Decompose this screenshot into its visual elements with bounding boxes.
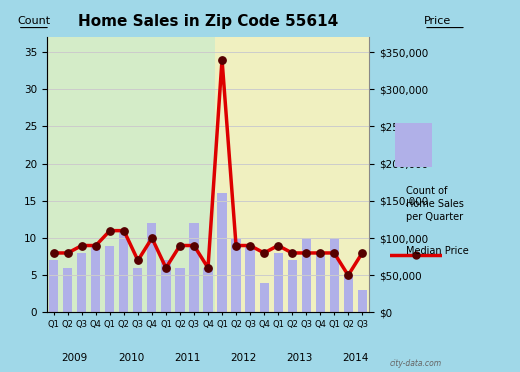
Point (77, 243, 86, 248)
Point (330, 250, 339, 256)
Text: 2011: 2011 (174, 353, 200, 363)
Bar (344, 275, 353, 312)
Text: Median Price: Median Price (406, 246, 469, 256)
Text: 2012: 2012 (230, 353, 256, 363)
Point (316, 250, 324, 256)
Point (232, 243, 240, 248)
Bar (119, 231, 128, 312)
Bar (189, 223, 199, 312)
Bar (47, 37, 215, 312)
Bar (288, 260, 296, 312)
Point (49, 250, 58, 256)
Point (92, 243, 100, 248)
Bar (330, 238, 339, 312)
Bar (203, 268, 213, 312)
Title: Home Sales in Zip Code 55614: Home Sales in Zip Code 55614 (78, 14, 338, 29)
Point (63, 250, 72, 256)
Point (162, 265, 170, 271)
Bar (63, 268, 72, 312)
Point (260, 250, 268, 256)
Point (288, 250, 296, 256)
Bar (215, 37, 369, 312)
Point (148, 235, 156, 241)
Text: Price: Price (424, 16, 451, 26)
Bar (92, 246, 100, 312)
Text: 2013: 2013 (286, 353, 313, 363)
Point (204, 265, 212, 271)
Bar (106, 246, 114, 312)
Bar (133, 268, 142, 312)
Point (246, 243, 254, 248)
Point (134, 257, 142, 263)
Point (176, 243, 184, 248)
Point (302, 250, 310, 256)
Bar (259, 283, 269, 312)
Bar (217, 193, 227, 312)
Text: city-data.com: city-data.com (390, 359, 442, 368)
Text: 2009: 2009 (62, 353, 88, 363)
Text: 2010: 2010 (118, 353, 144, 363)
Point (106, 228, 114, 234)
Bar (175, 268, 185, 312)
Bar (231, 238, 241, 312)
Bar (302, 238, 310, 312)
Point (120, 228, 128, 234)
Bar (245, 246, 255, 312)
Bar (274, 253, 283, 312)
Text: Count: Count (18, 16, 51, 26)
Point (412, 252, 420, 258)
Text: 2014: 2014 (342, 353, 368, 363)
Point (274, 243, 282, 248)
Bar (161, 260, 171, 312)
Bar (49, 260, 58, 312)
Text: Count of
Home Sales
per Quarter: Count of Home Sales per Quarter (406, 186, 463, 222)
Point (358, 250, 367, 256)
Bar (358, 290, 367, 312)
Bar (77, 253, 86, 312)
Point (218, 57, 226, 62)
Bar (147, 223, 157, 312)
Point (344, 272, 353, 278)
Bar (316, 253, 324, 312)
Point (190, 243, 198, 248)
